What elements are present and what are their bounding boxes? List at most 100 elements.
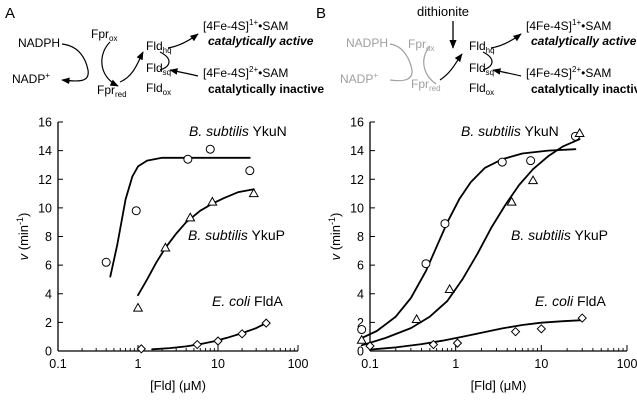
- chart-b-series-3-label: E. coli FldA: [535, 293, 606, 309]
- scheme-a-fpr-red: Fprred: [97, 83, 127, 99]
- chart-a-series-1-point-circle: [101, 257, 111, 267]
- chart-a-series-3-point-diamond: [237, 329, 247, 339]
- chart-a-y-tick-label: 4: [45, 287, 52, 301]
- chart-b-series-3-point-diamond: [577, 313, 587, 323]
- panel-letter-a: A: [5, 5, 15, 22]
- scheme-a-arc-fld-inactive: [169, 68, 199, 77]
- chart-b-series-3-point-diamond: [428, 339, 439, 350]
- chart-b-y-tick-label: 16: [350, 116, 364, 130]
- scheme-b-nadph: NADPH: [346, 36, 388, 50]
- chart-b-y-tick-label: 0: [357, 345, 364, 359]
- chart-b-y-tick-label: 2: [357, 316, 364, 330]
- chart-b-series-3-point-diamond: [510, 326, 521, 337]
- scheme-a-arc-fpr2: [119, 51, 144, 83]
- chart-a-series-3-point-diamond: [136, 344, 147, 354]
- scheme-b-fld-hq: Fldhq: [469, 39, 495, 55]
- chart-b-y-tick-label: 10: [350, 201, 364, 215]
- chart-b-y-tick-label: 12: [350, 173, 364, 187]
- scheme-a-fld-hq: Fldhq: [146, 39, 172, 55]
- chart-b-y-axis-label: v (min-1): [327, 213, 343, 261]
- chart-a-series-3-label: E. coli FldA: [212, 293, 283, 309]
- scheme-b-inactive-label: catalytically inactive: [531, 82, 637, 96]
- scheme-a-nadp: NADP+: [12, 71, 50, 86]
- scheme-b-dithionite: dithionite: [417, 4, 469, 19]
- scheme-a-arc-fld: [159, 51, 170, 71]
- chart-b-series-2-point-triangle: [444, 283, 455, 293]
- chart-a-series-2-point-triangle: [185, 212, 196, 222]
- scheme-b-arc-fld-inactive: [492, 68, 522, 77]
- chart-b-series-1-point-circle: [497, 157, 507, 167]
- chart-b-series-1-point-circle: [357, 325, 367, 335]
- scheme-b-arc-nadph: [389, 43, 413, 82]
- chart-a-series-1-point-circle: [245, 166, 255, 176]
- scheme-a-active-label: catalytically active: [208, 34, 314, 48]
- scheme-b-fpr-red: Fprred: [411, 77, 441, 93]
- chart-a-series-1-label: B. subtilis YkuN: [189, 123, 287, 139]
- chart-a-series-3-point-diamond: [213, 336, 223, 346]
- scheme-b-fld-sq: Fldsq: [469, 61, 494, 77]
- chart-b-series-2-point-triangle: [356, 334, 367, 344]
- chart-b-x-axis-label: [Fld] (μM): [471, 378, 527, 393]
- chart-a-y-tick-label: 10: [38, 201, 52, 215]
- chart-b-series-2-label: B. subtilis YkuP: [511, 227, 608, 243]
- chart-b-series-2-point-triangle: [527, 175, 539, 185]
- scheme-a-fpr-ox: Fprox: [91, 27, 117, 43]
- chart-a-y-tick-label: 12: [38, 173, 52, 187]
- chart-a-series-1-point-circle: [183, 154, 193, 164]
- scheme-b-fld-ox: Fldox: [469, 81, 494, 97]
- chart-a-series-1-point-circle: [131, 206, 141, 216]
- scheme-a-inactive-cluster: [4Fe-4S]2+•SAM: [203, 65, 288, 80]
- chart-b-series-1-fit-curve: [360, 148, 577, 339]
- chart-a-y-tick-label: 6: [45, 259, 52, 273]
- chart-a-series-2-point-triangle: [207, 196, 218, 206]
- chart-b-series-2-point-triangle: [411, 313, 422, 324]
- scheme-b-nadp: NADP+: [340, 71, 378, 86]
- scheme-a-arc-nadph: [61, 43, 89, 85]
- chart-a-series-3-point-diamond: [261, 318, 271, 328]
- scheme-b-active-cluster: [4Fe-4S]1+•SAM: [526, 18, 611, 33]
- scheme-b-arc-fpr: [423, 45, 437, 85]
- chart-a-series-3-point-diamond: [192, 339, 202, 350]
- chart-a-y-tick-label: 8: [45, 230, 52, 244]
- chart-b-x-tick-label: 10: [534, 357, 548, 371]
- scheme-b: dithionite NADPH NADP+ Fprox Fprred Fldh…: [340, 4, 637, 97]
- scheme-a-inactive-label: catalytically inactive: [208, 82, 324, 96]
- chart-b-series-3-point-diamond: [536, 324, 547, 334]
- chart-b-y-tick-label: 8: [357, 230, 364, 244]
- chart-a-series-1-point-circle: [205, 144, 215, 154]
- chart-a-x-tick-label: 1: [135, 357, 142, 371]
- chart-b-x-tick-label: 0.1: [361, 357, 378, 371]
- chart-b-series-1-point-circle: [421, 259, 431, 269]
- chart-a-series-2-point-triangle: [248, 187, 259, 198]
- panel-letter-b: B: [316, 5, 326, 22]
- chart-a-x-axis-label: [Fld] (μM): [150, 378, 206, 393]
- chart-a-x-tick-label: 10: [211, 357, 225, 371]
- chart-b-x-tick-label: 100: [617, 357, 637, 371]
- chart-b-y-tick-label: 4: [357, 287, 364, 301]
- scheme-b-arc-fld-left: [439, 53, 463, 81]
- scheme-b-inactive-cluster: [4Fe-4S]2+•SAM: [526, 65, 611, 80]
- scheme-b-active-label: catalytically active: [531, 34, 637, 48]
- chart-b-y-tick-label: 6: [357, 259, 364, 273]
- scheme-a-fld-ox: Fldox: [146, 81, 171, 97]
- chart-b-series-2-fit-curve: [360, 138, 581, 347]
- chart-b-series-2-point-triangle: [506, 196, 517, 206]
- chart-a-y-tick-label: 2: [45, 316, 52, 330]
- chart-b-series-3-point-diamond: [452, 338, 463, 348]
- chart-b-x-tick-label: 1: [452, 357, 459, 371]
- chart-b-y-tick-label: 14: [350, 144, 364, 158]
- chart-a-series-2-point-triangle: [132, 302, 144, 312]
- chart-a-x-tick-label: 0.1: [49, 357, 66, 371]
- scheme-b-fpr-ox: Fprox: [408, 37, 434, 53]
- chart-a-y-tick-label: 14: [38, 144, 52, 158]
- scheme-b-arc-fld-active: [490, 33, 522, 49]
- scheme-a-arc-fld-active: [167, 33, 199, 49]
- chart-panel-b: 0 2 4 6 8 10 12 14 16 0.1 1 10 100 v (min-1) [Fld] (μM…: [327, 116, 637, 394]
- chart-a-y-axis-label: v (min-1): [15, 213, 31, 261]
- chart-a-y-tick-label: 16: [38, 116, 52, 130]
- chart-a-series-1-fit-curve: [109, 156, 251, 278]
- chart-a-x-tick-label: 100: [288, 357, 309, 371]
- chart-b-series-1-point-circle: [526, 156, 536, 166]
- chart-a-series-2-label: B. subtilis YkuP: [188, 227, 285, 243]
